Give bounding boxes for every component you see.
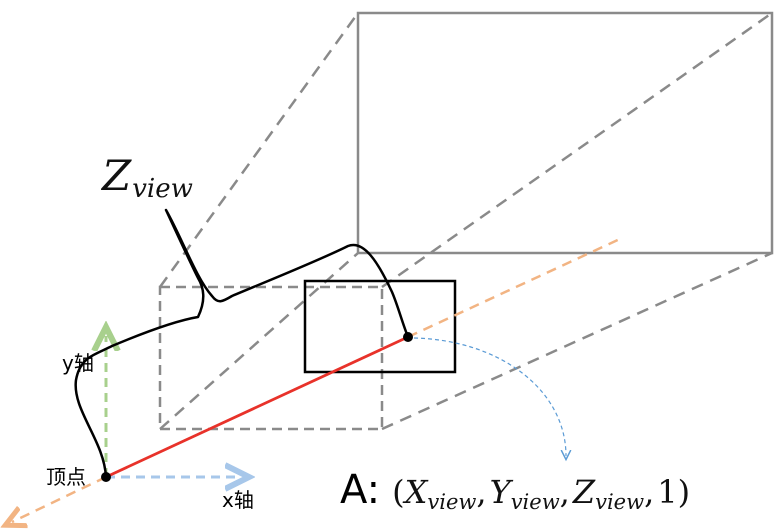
vertex-label: 顶点: [46, 465, 86, 489]
frustum-edges: [158, 11, 773, 431]
x-axis-label: x轴: [222, 488, 254, 512]
view-ray: [105, 335, 409, 479]
frustum-edge-bottom-left: [159, 252, 359, 430]
near-plane: [158, 285, 384, 431]
y-axis-label: y轴: [62, 351, 94, 375]
point-a-dot: [403, 332, 413, 342]
frustum-edge-top-left: [158, 12, 360, 288]
far-plane: [356, 11, 774, 255]
ray-extension-forward: [407, 236, 623, 339]
frustum-edge-top-right: [381, 11, 773, 289]
frustum-edge-bottom-right: [381, 251, 773, 431]
projected-box: [303, 279, 457, 374]
z-view-curve: [74, 208, 410, 479]
point-a-coordinates: A: (Xview,Yview,Zview,1): [340, 467, 690, 514]
vertex-dot: [101, 472, 111, 482]
z-view-label: Zview: [100, 151, 193, 204]
ray-extension-backward: [12, 475, 107, 522]
projection-arrow: [413, 337, 566, 456]
